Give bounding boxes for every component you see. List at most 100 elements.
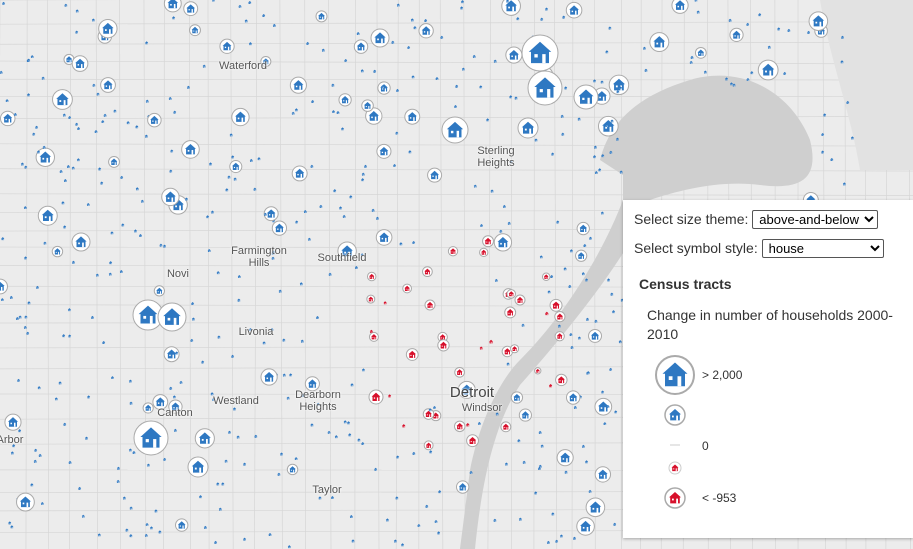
tract-house-icon [455, 480, 470, 494]
tract-house-icon [518, 408, 532, 422]
tract-house-icon [142, 402, 154, 414]
tract-house-icon [418, 23, 434, 39]
tract-house-icon [573, 84, 599, 110]
tract-house-icon [260, 55, 272, 67]
city-label: Novi [166, 268, 189, 280]
tract-house-icon [315, 10, 328, 23]
tract-house-icon [671, 0, 689, 14]
tract-house-icon [37, 205, 58, 226]
tract-house-icon [422, 266, 433, 278]
tract-house-icon [289, 76, 307, 94]
symbol-style-select[interactable]: house [761, 239, 884, 258]
tract-house-icon [402, 283, 413, 294]
tract-house-icon [152, 394, 169, 410]
legend-label-zero: 0 [702, 439, 709, 453]
tract-house-icon [175, 518, 189, 532]
tract-house-icon [337, 241, 357, 261]
tract-house-icon [260, 368, 278, 386]
tract-house-icon [71, 55, 89, 72]
tract-house-icon [163, 346, 180, 363]
tract-house-icon [453, 420, 466, 433]
tract-house-icon [0, 278, 8, 295]
tract-house-icon [510, 344, 520, 354]
legend-house-red-icon [664, 487, 686, 509]
tract-house-icon [447, 246, 459, 257]
tract-house-icon [649, 32, 670, 53]
city-label: Sterling Heights [477, 145, 515, 169]
tract-house-icon [565, 390, 581, 405]
tract-house-icon [361, 99, 374, 112]
tract-house-icon [108, 155, 120, 168]
tract-house-icon [181, 140, 200, 159]
lake-st-clair [600, 75, 813, 200]
tract-house-icon [231, 107, 250, 127]
tract-house-icon [366, 294, 376, 304]
tract-house-icon [219, 38, 235, 54]
tract-house-icon [368, 389, 384, 405]
tract-house-icon [588, 328, 603, 343]
tract-house-icon [153, 285, 165, 297]
tract-house-icon [375, 229, 393, 246]
tract-house-icon [808, 11, 829, 31]
tract-house-icon [576, 221, 590, 236]
tract-house-icon [366, 271, 377, 282]
city-label: Arbor [0, 434, 24, 446]
tract-house-icon [506, 289, 517, 299]
tract-house-icon [608, 74, 630, 96]
layer-title: Census tracts [639, 276, 732, 292]
legend-label-min: < -953 [702, 491, 737, 505]
city-label: Dearborn Heights [295, 389, 341, 413]
legend-house-large-icon [655, 355, 695, 395]
tract-house-icon [147, 112, 162, 128]
city-label: Windsor [461, 402, 503, 414]
tract-house-icon [694, 46, 707, 59]
tract-house-icon [271, 220, 288, 236]
tract-house-icon [52, 89, 73, 110]
tract-house-icon [501, 0, 521, 16]
tract-house-icon [554, 311, 566, 323]
tract-house-icon [211, 0, 216, 2]
tract-house-icon [353, 39, 369, 54]
tract-house-icon [157, 302, 187, 332]
tract-house-icon [466, 434, 479, 448]
tract-house-icon [427, 167, 443, 183]
tract-house-icon [377, 81, 391, 95]
tract-house-icon [376, 143, 392, 159]
tract-house-icon [694, 0, 698, 2]
tract-house-icon [187, 456, 209, 478]
symbol-style-label: Select symbol style: [634, 240, 758, 256]
tract-house-icon [437, 339, 450, 352]
legend-house-small-red-icon [668, 461, 682, 475]
tract-house-icon [594, 397, 613, 416]
tract-house-icon [575, 249, 588, 262]
legend-symbols [655, 355, 695, 509]
size-theme-label: Select size theme: [634, 211, 749, 227]
tract-house-icon [576, 517, 595, 536]
tract-house-icon [4, 413, 22, 431]
tract-house-icon [98, 18, 118, 39]
tract-house-icon [405, 348, 419, 361]
city-label: Waterford [219, 60, 267, 72]
tract-house-icon [441, 116, 469, 144]
tract-house-icon [163, 0, 182, 13]
tract-house-icon [422, 408, 435, 420]
city-label: Westland [213, 395, 259, 407]
detroit-river [460, 200, 625, 549]
city-label: Taylor [312, 484, 342, 496]
tract-house-icon [291, 165, 308, 182]
tract-house-icon [565, 1, 583, 19]
tract-house-icon [493, 233, 513, 252]
tract-house-icon [527, 70, 563, 106]
tract-house-icon [757, 59, 779, 81]
tract-house-icon [194, 428, 215, 449]
tract-house-icon [534, 367, 542, 375]
tract-house-icon [370, 28, 390, 48]
size-theme-select[interactable]: above-and-below [752, 210, 879, 229]
tract-house-icon [510, 391, 524, 404]
legend-label-max: > 2,000 [702, 368, 743, 382]
tract-house-icon [504, 306, 517, 319]
tract-house-icon [365, 107, 383, 125]
city-label: Detroit [449, 384, 495, 401]
tract-house-icon [286, 463, 299, 476]
tract-house-icon [51, 245, 64, 258]
